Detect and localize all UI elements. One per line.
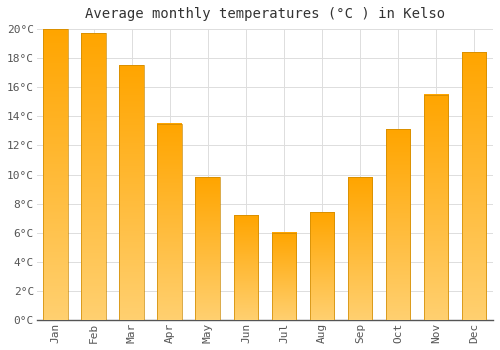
Bar [424,94,448,320]
Bar [158,124,182,320]
Bar [348,177,372,320]
Bar [82,33,106,320]
Title: Average monthly temperatures (°C ) in Kelso: Average monthly temperatures (°C ) in Ke… [85,7,445,21]
Bar [310,212,334,320]
Bar [386,130,410,320]
Bar [424,94,448,320]
Bar [310,212,334,320]
Bar [196,177,220,320]
Bar [386,130,410,320]
Bar [462,52,486,320]
Bar [462,52,486,320]
Bar [158,124,182,320]
Bar [120,65,144,320]
Bar [272,233,296,320]
Bar [272,233,296,320]
Bar [120,65,144,320]
Bar [196,177,220,320]
Bar [44,29,68,320]
Bar [348,177,372,320]
Bar [82,33,106,320]
Bar [234,215,258,320]
Bar [44,29,68,320]
Bar [234,215,258,320]
